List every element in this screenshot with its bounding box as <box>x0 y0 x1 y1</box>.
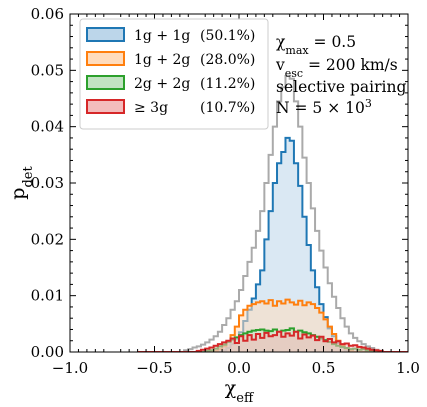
series-fill-1g-2g <box>137 299 408 352</box>
legend-percent: (11.2%) <box>200 76 255 92</box>
series-step-1g-1g <box>137 136 408 352</box>
legend-label: 1g + 2g <box>134 52 190 68</box>
y-axis-title-text: pdet <box>7 166 36 200</box>
annotation-line-n: N = 5 × 103 <box>276 97 372 118</box>
annotation-line-v-esc: vesc = 200 km/s <box>275 56 398 80</box>
x-tick-label: 1.0 <box>396 359 420 377</box>
legend-label: 2g + 2g <box>134 76 190 92</box>
legend-swatch <box>86 51 125 66</box>
y-tick-label: 0.00 <box>31 343 64 361</box>
series-fill-3g <box>137 331 408 352</box>
legend-percent: (10.7%) <box>200 100 255 116</box>
legend-swatch <box>86 75 125 90</box>
y-tick-label: 0.06 <box>31 5 64 23</box>
series-fill-1g-1g <box>137 137 408 352</box>
y-tick-label: 0.05 <box>31 61 64 79</box>
x-axis-title-text: χeff <box>225 377 255 406</box>
y-tick-label: 0.03 <box>31 174 64 192</box>
annotation-block: χmax = 0.5 vesc = 200 km/s selective pai… <box>275 33 406 117</box>
x-tick-label: 0.5 <box>312 359 336 377</box>
x-tick-label: −1.0 <box>52 359 88 377</box>
y-axis-title: pdet <box>7 166 36 200</box>
annotation-line-pairing: selective pairing <box>276 78 406 96</box>
legend-label: ≥ 3g <box>134 100 168 116</box>
series-step-total <box>137 74 408 352</box>
axis-ticks: −1.0 −0.5 0.0 0.5 1.0 0.00 0.01 0.02 0.03 0.04 0.0… <box>31 5 420 377</box>
legend-label: 1g + 1g <box>134 28 190 44</box>
annotation-line-chi-max: χmax = 0.5 <box>276 33 356 57</box>
legend: 1g + 1g (50.1%) 1g + 2g (28.0%) 2g + 2g (11.2… <box>79 18 269 130</box>
legend-frame <box>79 18 269 130</box>
y-tick-label: 0.02 <box>31 230 64 248</box>
series-step-3g <box>137 330 408 352</box>
x-axis-title: χeff <box>225 377 255 406</box>
y-tick-label: 0.01 <box>31 287 64 305</box>
x-tick-label: 0.0 <box>227 359 251 377</box>
legend-percent: (50.1%) <box>200 28 255 44</box>
legend-swatch <box>86 99 125 114</box>
legend-percent: (28.0%) <box>200 52 255 68</box>
x-tick-label: −0.5 <box>136 359 172 377</box>
y-tick-label: 0.04 <box>31 118 64 136</box>
legend-swatch <box>86 27 125 42</box>
